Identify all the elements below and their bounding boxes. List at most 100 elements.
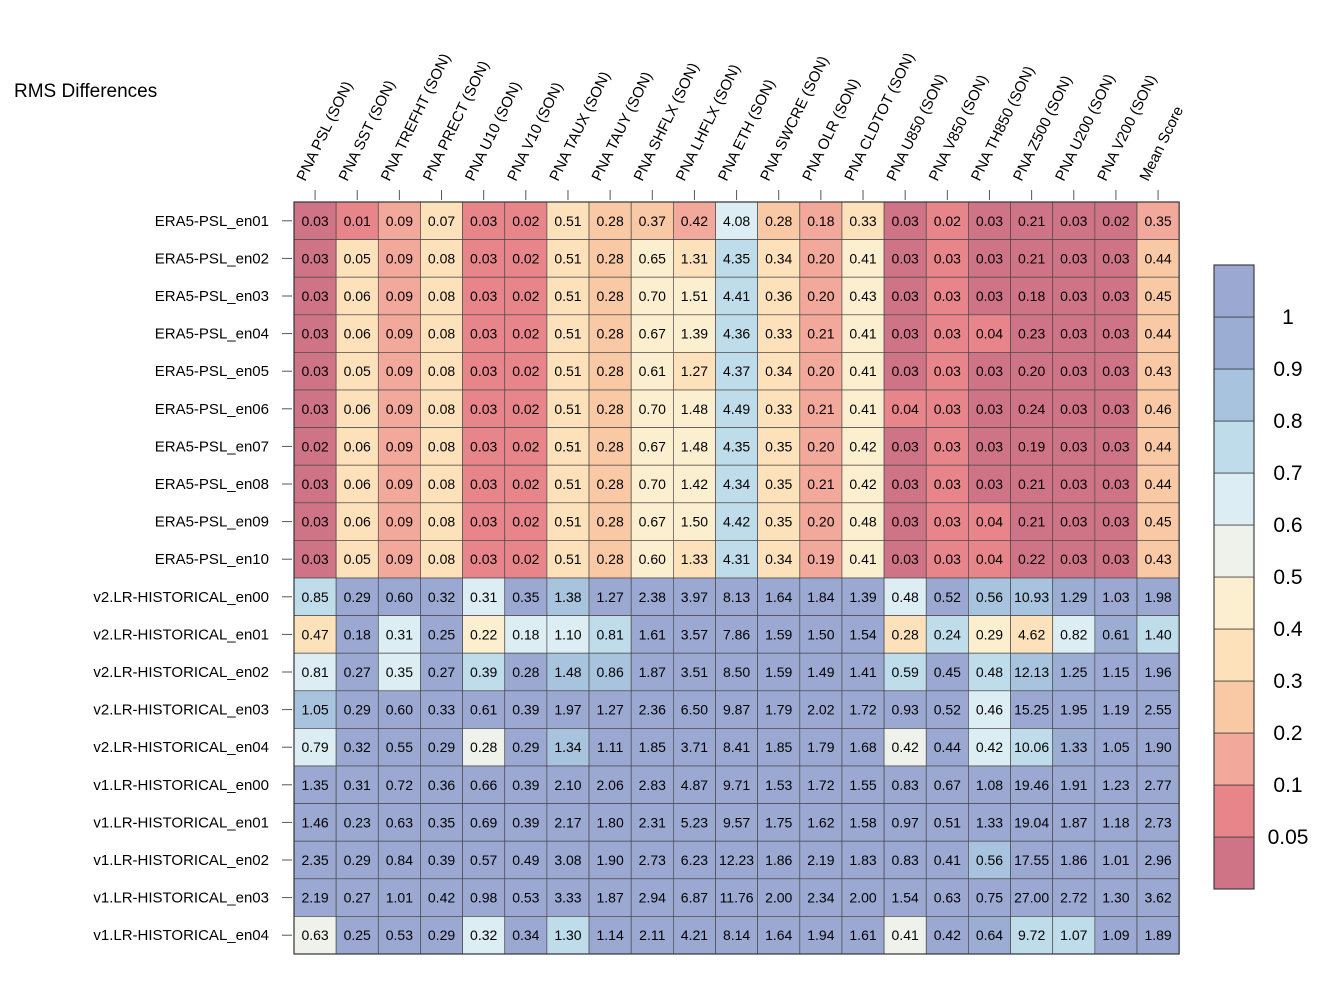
heatmap-cell [799,540,843,579]
cell-value: 0.45 [1144,288,1171,304]
heatmap-cell [1052,427,1096,466]
cell-value: 0.03 [1060,551,1087,567]
cell-value: 0.20 [807,438,834,454]
cell-value: 0.04 [976,326,1003,342]
cell-value: 0.22 [470,626,497,642]
heatmap-cell [1094,878,1138,917]
heatmap-cell [546,765,590,804]
cell-value: 0.04 [892,401,919,417]
cell-value: 0.28 [597,250,624,266]
row-label: v2.LR-HISTORICAL_en04 [93,739,269,756]
heatmap-cell [1052,765,1096,804]
cell-value: 0.44 [1144,476,1171,492]
cell-value: 0.03 [892,476,919,492]
cell-value: 0.09 [386,288,413,304]
cell-value: 0.04 [976,514,1003,530]
heatmap-cell [1052,502,1096,541]
colorbar-segment [1213,264,1255,318]
heatmap-cell [420,577,463,616]
heatmap-cell [715,314,759,353]
heatmap-cell [925,389,969,428]
cell-value: 0.03 [934,326,961,342]
heatmap-cell [420,314,463,353]
cell-value: 1.49 [807,664,834,680]
heatmap-cell [377,615,421,654]
heatmap-cell [1136,916,1180,955]
cell-value: 12.13 [1014,664,1049,680]
heatmap-cell [420,803,463,842]
cell-value: 0.25 [428,626,455,642]
heatmap-cell [588,840,632,880]
cell-value: 0.02 [512,326,539,342]
heatmap-cell [630,502,674,541]
cell-value: 0.23 [344,814,371,830]
cell-value: 0.23 [1018,326,1045,342]
heatmap-cell [1010,389,1054,428]
cell-value: 0.09 [386,401,413,417]
colorbar-segment [1213,836,1255,890]
colorbar-segment [1213,732,1255,786]
cell-value: 0.35 [428,814,455,830]
cell-value: 1.34 [554,739,581,755]
cell-value: 0.03 [1060,288,1087,304]
cell-value: 4.08 [723,213,750,229]
cell-value: 0.46 [976,702,1003,718]
cell-value: 0.18 [1018,288,1045,304]
cell-value: 0.03 [1060,514,1087,530]
heatmap-cell [883,540,927,579]
cell-value: 1.14 [597,927,624,943]
heatmap-cell [588,916,632,955]
cell-value: 3.51 [681,664,708,680]
row-label: ERA5-PSL_en01 [155,213,269,230]
cell-value: 0.51 [554,476,581,492]
cell-value: 0.97 [892,814,919,830]
cell-value: 8.41 [723,739,750,755]
cell-value: 2.00 [849,890,876,906]
cell-value: 0.41 [892,927,919,943]
cell-value: 0.03 [1060,250,1087,266]
cell-value: 1.31 [681,250,708,266]
cell-value: 0.46 [1144,401,1171,417]
cell-value: 0.03 [301,476,328,492]
cell-value: 0.03 [301,213,328,229]
row-label: ERA5-PSL_en10 [155,551,269,568]
heatmap-cell [1094,690,1138,729]
cell-value: 0.33 [849,213,876,229]
cell-value: 0.21 [1018,476,1045,492]
cell-value: 0.24 [934,626,961,642]
cell-value: 0.63 [301,927,328,943]
cell-value: 0.03 [1060,476,1087,492]
cell-value: 0.39 [470,664,497,680]
heatmap-cell [715,427,759,466]
heatmap-cell [293,840,337,880]
cell-value: 2.94 [639,890,666,906]
cell-value: 0.08 [428,363,455,379]
cell-value: 0.03 [934,401,961,417]
cell-value: 0.35 [386,664,413,680]
cell-value: 0.51 [554,213,581,229]
column-labels: PNA PSL (SON)PNA SST (SON)PNA TREFHT (SO… [293,50,1187,200]
cell-value: 0.56 [976,852,1003,868]
heatmap-cell [841,427,885,466]
cell-value: 0.39 [428,852,455,868]
cell-value: 1.10 [554,626,581,642]
cell-value: 0.36 [428,777,455,793]
cell-value: 0.51 [934,814,961,830]
cell-value: 1.80 [597,814,624,830]
heatmap-cell [1136,352,1180,391]
colorbar-segment [1213,316,1255,370]
cell-value: 0.08 [428,438,455,454]
heatmap-cell [546,728,590,767]
cell-value: 0.28 [597,288,624,304]
colorbar-segment [1213,368,1255,422]
cell-value: 0.51 [554,551,581,567]
heatmap-cell [1136,540,1180,579]
cell-value: 6.23 [681,852,708,868]
cell-value: 0.67 [639,438,666,454]
cell-value: 3.97 [681,589,708,605]
heatmap-cell [672,352,716,391]
cell-value: 0.02 [301,438,328,454]
cell-value: 1.94 [807,927,834,943]
heatmap-cell [672,728,716,767]
heatmap-cell [757,540,801,579]
